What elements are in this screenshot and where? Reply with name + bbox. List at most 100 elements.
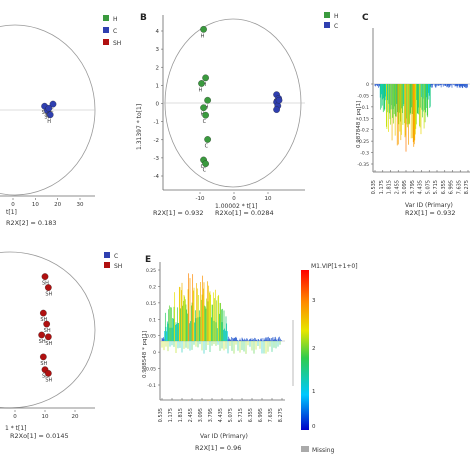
x-tick-label: 5.715: [238, 408, 244, 422]
panel-b-legend: H C: [324, 12, 339, 30]
legend-h-swatch: [103, 15, 109, 21]
panel-e-y-ticks: 0.25 0.2 0.15 0.1 0.05 0 -0.05 -0.1: [144, 268, 160, 389]
vip-colorbar: [301, 270, 309, 430]
colorbar-tick-1: 1: [312, 389, 316, 395]
point-c: [275, 96, 283, 104]
x-tick-label: 10: [42, 414, 49, 420]
panel-c-x-ticks: 0.535 1.175 1.815 2.455 3.095 3.795 4.435 5.075…: [371, 170, 470, 194]
panel-a-xlabel: t[1]: [6, 209, 17, 216]
panel-e-x-ticks: 0.535 1.175 1.815 2.455 3.095 3.795 4.435 5.075…: [158, 398, 284, 422]
x-tick-label: 20: [72, 414, 79, 420]
point-h: [198, 80, 205, 87]
missing-swatch: [301, 446, 309, 452]
panel-d-legend: C SH: [104, 252, 122, 270]
point-label: H: [47, 119, 51, 125]
x-tick-label: 4.435: [218, 408, 224, 422]
point-c: [273, 106, 280, 113]
point-label: SH: [42, 281, 49, 287]
missing-label: Missing: [312, 447, 335, 454]
point-label: SH: [45, 377, 52, 383]
y-tick-label: 0.1: [149, 317, 156, 323]
x-tick-label: 0.535: [158, 408, 164, 422]
point-label: C: [205, 143, 209, 149]
y-tick-label: 0: [156, 102, 160, 108]
point-h: [204, 136, 211, 143]
panel-c-xlabel: Var ID (Primary): [405, 202, 453, 209]
legend-c-label: C: [114, 253, 118, 260]
panel-c-footer: R2X[1] = 0.932: [405, 209, 456, 217]
panel-c-loading-lines: [374, 84, 468, 152]
y-tick-label: -3: [154, 156, 160, 162]
point-sh: [39, 309, 47, 317]
point-label: C: [50, 108, 54, 114]
panel-c-ylabel: 0.987848 * pq[1]: [356, 101, 362, 148]
y-tick-label: -0.25: [357, 139, 369, 145]
panel-b-y-ticks: 4 3 2 1 0 -1 -2 -3 -4: [154, 29, 163, 180]
x-tick-label: 1.175: [379, 180, 385, 194]
panel-c: C 0 -0.05 -0.1 -0.15 -0.2 -0.25 -0.3 -0.35 0.53…: [356, 13, 470, 217]
y-tick-label: 0.2: [149, 284, 156, 290]
y-tick-label: -1: [154, 120, 159, 126]
y-tick-label: 0.15: [146, 301, 156, 307]
x-tick-label: 0.535: [371, 180, 377, 194]
panel-b-xlabel: 1.00002 * t[1]: [215, 203, 257, 210]
x-tick-label: 6.995: [449, 180, 455, 194]
x-tick-label: 10: [32, 202, 39, 208]
panel-b-ylabel: 1.31397 * to[1]: [136, 104, 143, 150]
x-tick-label: 0: [13, 414, 17, 420]
point-label: C: [203, 119, 207, 125]
point-label: SH: [40, 361, 47, 367]
point-label: SH: [44, 115, 51, 121]
panel-a-x-ticks: 0 10 20 30: [11, 198, 84, 208]
point-h: [202, 74, 209, 82]
x-tick-label: 10: [265, 196, 272, 202]
panel-e: E 0.25 0.2 0.15 0.1 0.05 0 -0.05 -0.1 0.535 1.17…: [142, 255, 358, 454]
y-tick-label: 4: [156, 29, 160, 35]
colorbar-tick-2: 2: [312, 346, 316, 352]
panel-d-footer: R2Xo[1] = 0.0145: [10, 432, 69, 440]
colorbar-title: M1.VIP[1+1+0]: [311, 263, 358, 270]
x-tick-label: 2.455: [188, 408, 194, 422]
y-tick-label: -0.3: [360, 151, 369, 157]
panel-c-y-ticks: 0 -0.05 -0.1 -0.15 -0.2 -0.25 -0.3 -0.35: [357, 82, 373, 168]
y-tick-label: -0.1: [360, 105, 369, 111]
y-tick-label: 2: [156, 65, 160, 71]
y-tick-label: 0.05: [146, 334, 156, 340]
panel-d-xlabel: 1 * t[1]: [5, 425, 26, 432]
x-tick-label: 7.635: [456, 180, 462, 194]
point-c: [46, 111, 54, 119]
point-sh: [44, 333, 52, 341]
point-label: H: [201, 33, 205, 39]
x-tick-label: 8.275: [278, 408, 284, 422]
y-tick-label: -2: [154, 138, 159, 144]
y-tick-label: 0: [366, 82, 369, 88]
x-tick-label: 1.175: [168, 408, 174, 422]
point-h: [200, 25, 207, 33]
colorbar-tick-0: 0: [312, 424, 316, 430]
legend-sh-label: SH: [114, 263, 122, 270]
point-label: H: [199, 87, 203, 93]
x-tick-label: 3.795: [208, 408, 214, 422]
point-h: [202, 111, 209, 119]
panel-b-footer-1: R2X[1] = 0.932: [153, 209, 204, 217]
point-sh: [41, 273, 49, 280]
y-tick-label: -0.15: [357, 116, 369, 122]
y-tick-label: -0.35: [357, 162, 369, 168]
x-tick-label: 6.355: [248, 408, 254, 422]
y-tick-label: -0.05: [144, 367, 156, 373]
x-tick-label: 3.095: [402, 180, 408, 194]
legend-h-label: H: [334, 13, 339, 20]
point-label: SH: [42, 110, 49, 116]
point-h: [204, 96, 211, 104]
panel-b-x-ticks: -10 0 10: [196, 192, 272, 202]
point-sh: [44, 284, 52, 291]
point-label: C: [201, 164, 205, 170]
point-label: SH: [39, 339, 46, 345]
y-tick-label: 0: [153, 350, 156, 356]
legend-h-swatch: [324, 12, 330, 18]
point-label: SH: [44, 328, 51, 334]
panel-b-label: B: [140, 13, 147, 23]
